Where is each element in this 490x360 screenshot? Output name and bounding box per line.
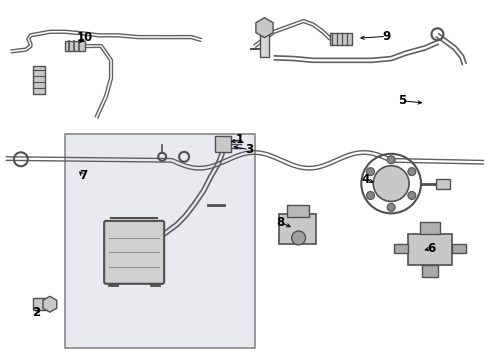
Circle shape <box>367 168 374 176</box>
Text: 7: 7 <box>79 169 87 182</box>
Text: 4: 4 <box>362 173 370 186</box>
Bar <box>260 30 270 58</box>
Circle shape <box>367 192 374 199</box>
Text: 6: 6 <box>427 242 435 255</box>
Text: 1: 1 <box>236 134 244 147</box>
Bar <box>436 179 450 189</box>
Text: 10: 10 <box>77 31 93 44</box>
Text: 8: 8 <box>276 216 284 229</box>
Text: 2: 2 <box>32 306 41 319</box>
FancyBboxPatch shape <box>104 221 164 284</box>
Bar <box>330 33 352 45</box>
Text: 9: 9 <box>382 30 391 43</box>
Bar <box>33 298 49 310</box>
Text: 5: 5 <box>398 94 406 107</box>
Bar <box>65 41 85 51</box>
Bar <box>420 222 440 234</box>
Circle shape <box>292 231 306 245</box>
Bar <box>33 66 46 94</box>
Bar <box>408 234 452 265</box>
Polygon shape <box>256 18 273 37</box>
Bar <box>422 265 438 277</box>
Bar <box>215 136 231 152</box>
Circle shape <box>408 168 416 176</box>
Bar <box>279 214 317 244</box>
Bar <box>394 243 408 253</box>
Bar <box>287 205 309 217</box>
FancyBboxPatch shape <box>65 134 255 348</box>
Bar <box>452 243 466 253</box>
Circle shape <box>408 192 416 199</box>
Circle shape <box>373 166 409 202</box>
Circle shape <box>387 203 395 211</box>
Circle shape <box>387 156 395 164</box>
Text: 3: 3 <box>245 143 253 156</box>
